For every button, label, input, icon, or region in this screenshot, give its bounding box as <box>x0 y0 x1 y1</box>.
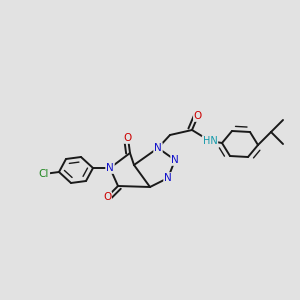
Text: N: N <box>106 163 114 173</box>
Text: O: O <box>194 111 202 121</box>
Text: N: N <box>154 143 162 153</box>
Text: HN: HN <box>202 136 217 146</box>
Text: N: N <box>171 155 179 165</box>
Text: O: O <box>103 192 111 202</box>
Text: N: N <box>164 173 172 183</box>
Text: Cl: Cl <box>39 169 49 179</box>
Text: O: O <box>124 133 132 143</box>
